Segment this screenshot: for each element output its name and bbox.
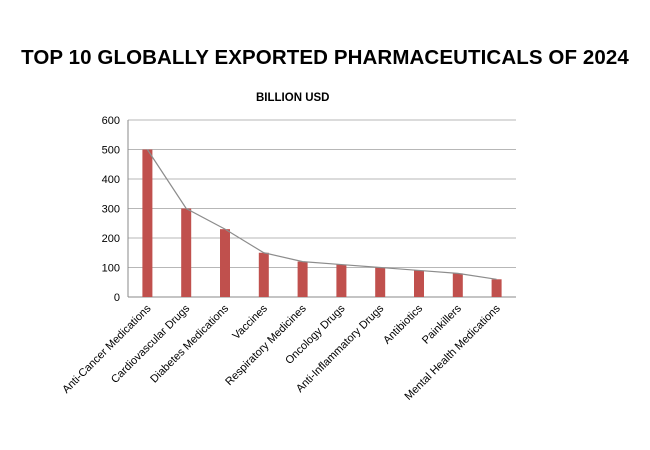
y-tick-label: 300 (102, 204, 120, 216)
bar (142, 149, 153, 297)
bar (258, 252, 269, 297)
series-line (146, 149, 497, 280)
y-tick-label: 500 (102, 145, 120, 157)
bar (414, 270, 424, 297)
bar (297, 261, 308, 297)
bar (336, 264, 347, 297)
bar (220, 229, 230, 297)
bar (491, 279, 502, 297)
chart-title: TOP 10 GLOBALLY EXPORTED PHARMACEUTICALS… (21, 46, 629, 69)
x-tick-label: Antibiotics (381, 302, 425, 346)
y-tick-label: 400 (102, 174, 120, 186)
chart-subtitle: BILLION USD (256, 92, 330, 104)
y-tick-label: 600 (102, 115, 120, 127)
x-tick-label: Vaccines (230, 302, 270, 342)
y-tick-label: 0 (114, 292, 120, 304)
bar (375, 267, 386, 297)
bar (181, 208, 192, 297)
y-tick-label: 200 (102, 233, 120, 245)
x-tick-label: Diabetes Medications (148, 302, 231, 385)
y-tick-label: 100 (102, 263, 120, 275)
bar (452, 273, 463, 297)
